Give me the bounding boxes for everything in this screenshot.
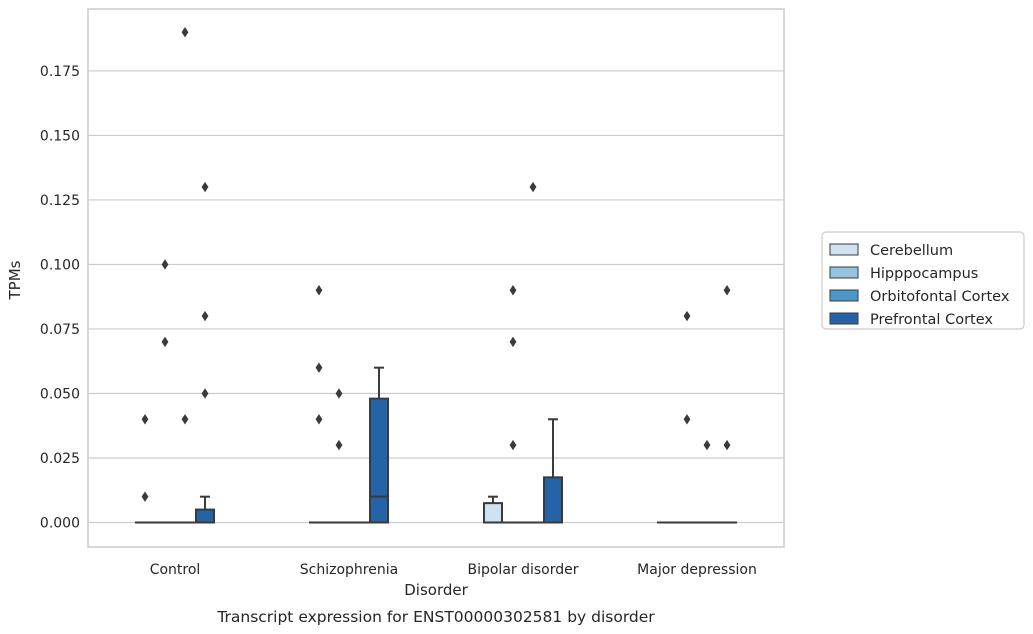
y-tick-label: 0.150 — [40, 128, 80, 144]
box — [543, 476, 564, 524]
box-group — [308, 285, 329, 524]
box-group — [369, 366, 390, 524]
box-group — [328, 388, 349, 524]
outlier-point — [529, 181, 537, 193]
outlier-point — [315, 414, 323, 425]
x-axis-label: Disorder — [404, 581, 468, 599]
x-tick-label: Major depression — [637, 562, 757, 578]
outlier-point — [141, 491, 149, 502]
outlier-point — [181, 27, 189, 38]
outlier-point — [201, 181, 209, 193]
y-tick-label: 0.100 — [40, 257, 80, 273]
outlier-point — [141, 414, 149, 425]
y-tick-label: 0.125 — [40, 193, 80, 209]
outlier-point — [723, 439, 731, 451]
box-group — [676, 310, 697, 524]
box-group — [154, 259, 176, 524]
box — [369, 397, 390, 524]
legend-swatch — [829, 289, 859, 302]
outlier-point — [315, 285, 323, 296]
legend: Cerebellum Hipppocampus Orbitofontal Corte… — [821, 231, 1025, 330]
outlier-point — [161, 336, 169, 348]
outlier-point — [161, 259, 169, 270]
box-group — [195, 181, 216, 524]
outlier-point — [509, 285, 517, 296]
chart-caption: Transcript expression for ENST0000030258… — [216, 608, 655, 626]
legend-swatch — [829, 312, 859, 325]
outlier-point — [683, 310, 691, 322]
legend-box — [821, 231, 1025, 330]
outlier-point — [181, 414, 189, 425]
legend-swatch — [829, 266, 859, 279]
x-tick-label: Control — [150, 562, 201, 578]
box-groups — [134, 27, 738, 524]
legend-label: Hipppocampus — [870, 266, 978, 282]
outlier-point — [509, 439, 517, 451]
outlier-point — [703, 439, 711, 451]
outlier-point — [335, 439, 343, 451]
box — [482, 502, 503, 524]
outlier-point — [201, 310, 209, 322]
outlier-point — [335, 388, 343, 399]
x-axis-ticks: Control Schizophrenia Bipolar disorder Majo… — [150, 562, 757, 578]
outlier-point — [723, 285, 731, 296]
box-group — [697, 439, 718, 524]
legend-label: Orbitofontal Cortex — [870, 289, 1010, 305]
y-axis-ticks: 0.000 0.025 0.050 0.075 0.100 0.125 0.150 0.175 — [40, 64, 80, 532]
y-tick-label: 0.175 — [40, 64, 80, 80]
box — [195, 508, 216, 524]
legend-label: Cerebellum — [870, 243, 953, 259]
y-axis-label: TPMs — [6, 260, 24, 300]
outlier-point — [509, 336, 517, 348]
y-tick-label: 0.050 — [40, 386, 80, 402]
legend-swatch — [829, 243, 859, 256]
y-tick-label: 0.000 — [40, 515, 80, 531]
box-group — [175, 27, 196, 524]
outlier-point — [683, 414, 691, 425]
outlier-point — [315, 362, 323, 373]
box-group — [543, 418, 564, 524]
box-group — [482, 495, 503, 524]
box-group — [134, 414, 155, 524]
y-tick-label: 0.075 — [40, 322, 80, 338]
box-group — [523, 181, 544, 524]
box-group — [502, 285, 523, 524]
box-group — [717, 285, 738, 524]
plot-frame — [87, 8, 785, 548]
x-tick-label: Bipolar disorder — [467, 562, 578, 578]
outlier-point — [201, 388, 209, 399]
y-tick-label: 0.025 — [40, 451, 80, 467]
legend-label: Prefrontal Cortex — [870, 312, 993, 328]
x-tick-label: Schizophrenia — [300, 562, 398, 578]
